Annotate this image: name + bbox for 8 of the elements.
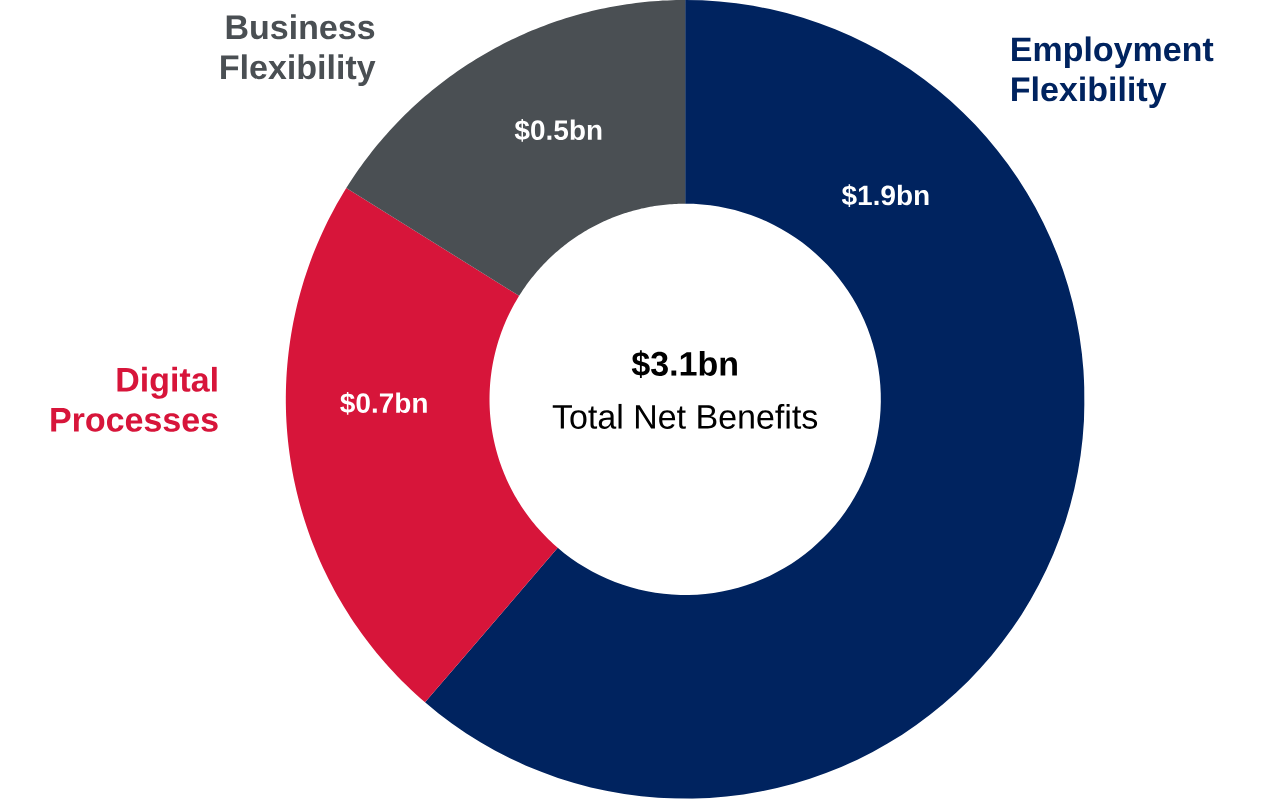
slice-label: Business Flexibility [221,14,376,87]
data-label: $1.9bn [841,184,929,208]
slice-label: Digital Processes [51,367,218,432]
text: Total Net Benefits [552,404,818,430]
text: $3.1bn [631,350,737,379]
data-label: $0.5bn [514,119,602,143]
slice-label: Employment Flexibility [1012,36,1214,109]
data-label: $0.7bn [340,392,427,415]
